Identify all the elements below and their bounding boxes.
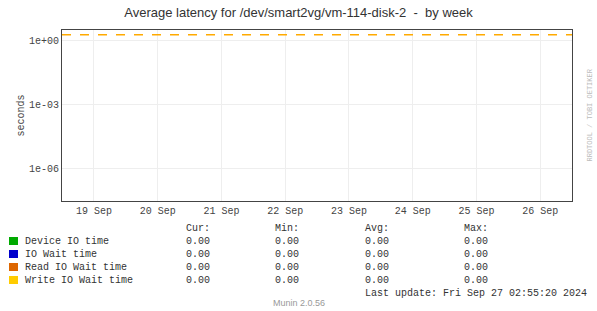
svg-text:Munin 2.0.56: Munin 2.0.56 (273, 298, 325, 308)
svg-text:0.00: 0.00 (365, 236, 389, 247)
svg-text:Max:: Max: (464, 223, 488, 234)
svg-text:20 Sep: 20 Sep (140, 206, 176, 217)
svg-text:0.00: 0.00 (275, 249, 299, 260)
svg-text:19 Sep: 19 Sep (76, 206, 112, 217)
svg-text:22 Sep: 22 Sep (267, 206, 303, 217)
svg-text:0.00: 0.00 (275, 275, 299, 286)
svg-text:Device IO time: Device IO time (25, 236, 109, 247)
svg-text:23 Sep: 23 Sep (331, 206, 367, 217)
svg-text:seconds: seconds (16, 94, 27, 136)
svg-text:Last update: Fri Sep 27 02:55:: Last update: Fri Sep 27 02:55:20 2024 (365, 288, 587, 299)
svg-text:Min:: Min: (275, 223, 299, 234)
svg-text:Write IO Wait time: Write IO Wait time (25, 275, 133, 286)
svg-text:26 Sep: 26 Sep (522, 206, 558, 217)
svg-text:0.00: 0.00 (365, 275, 389, 286)
svg-text:Cur:: Cur: (186, 223, 210, 234)
svg-text:21 Sep: 21 Sep (203, 206, 239, 217)
svg-text:25 Sep: 25 Sep (458, 206, 494, 217)
svg-text:1e+00: 1e+00 (29, 36, 59, 47)
svg-text:0.00: 0.00 (186, 275, 210, 286)
svg-text:0.00: 0.00 (464, 262, 488, 273)
svg-text:0.00: 0.00 (186, 249, 210, 260)
svg-text:24 Sep: 24 Sep (395, 206, 431, 217)
svg-text:Read IO Wait time: Read IO Wait time (25, 262, 127, 273)
svg-text:0.00: 0.00 (464, 236, 488, 247)
svg-text:Average latency for /dev/smart: Average latency for /dev/smart2vg/vm-114… (124, 5, 473, 20)
svg-text:0.00: 0.00 (275, 262, 299, 273)
svg-text:0.00: 0.00 (365, 262, 389, 273)
svg-text:0.00: 0.00 (186, 262, 210, 273)
svg-text:0.00: 0.00 (365, 249, 389, 260)
svg-text:Avg:: Avg: (365, 223, 389, 234)
svg-text:0.00: 0.00 (464, 249, 488, 260)
svg-text:1e-06: 1e-06 (29, 164, 59, 175)
svg-text:IO Wait time: IO Wait time (25, 249, 97, 260)
svg-text:0.00: 0.00 (464, 275, 488, 286)
svg-text:0.00: 0.00 (275, 236, 299, 247)
svg-text:0.00: 0.00 (186, 236, 210, 247)
svg-text:RRDTOOL / TOBI OETIKER: RRDTOOL / TOBI OETIKER (586, 68, 594, 161)
svg-text:1e-03: 1e-03 (29, 100, 59, 111)
